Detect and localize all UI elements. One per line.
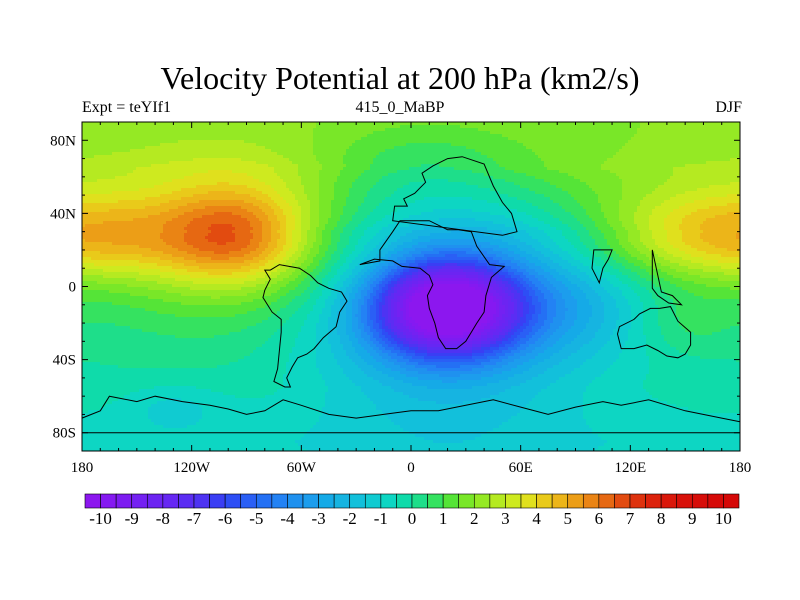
velocity-potential-map: 180 120W 60W 0 60E 120E 18080N40N040S80S -10 -9… — [0, 0, 800, 600]
contour-field — [82, 122, 743, 453]
